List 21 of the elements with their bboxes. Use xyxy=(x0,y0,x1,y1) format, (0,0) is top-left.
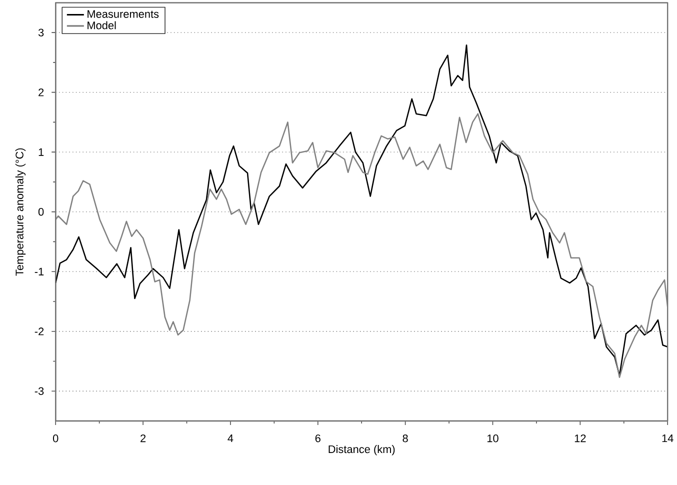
y-tick-label: -2 xyxy=(34,327,44,336)
y-tick-label: 0 xyxy=(38,208,44,216)
line-series xyxy=(56,44,668,376)
x-tick-label: 10 xyxy=(487,434,498,442)
y-tick-label: -3 xyxy=(34,387,44,395)
x-axis-title: Distance (km) xyxy=(328,444,395,456)
legend-label: Model xyxy=(88,21,116,30)
x-tick-label: 12 xyxy=(574,434,586,442)
x-tick-label: 6 xyxy=(315,434,320,442)
y-axis-title: Temperature anomaly (°C) xyxy=(15,148,26,276)
x-tick-label: 0 xyxy=(52,434,58,442)
y-tick-label: 2 xyxy=(38,88,44,96)
x-tick-label: 4 xyxy=(228,434,234,442)
x-tick-label: 14 xyxy=(662,434,674,442)
x-tick-label: 2 xyxy=(140,434,146,442)
y-tick-label: 3 xyxy=(38,28,44,36)
legend-label: Measurements xyxy=(88,10,159,18)
y-tick-label: 1 xyxy=(38,148,44,156)
y-tick-label: -1 xyxy=(34,268,44,276)
line-series xyxy=(56,113,668,378)
x-tick-label: 8 xyxy=(402,434,408,442)
